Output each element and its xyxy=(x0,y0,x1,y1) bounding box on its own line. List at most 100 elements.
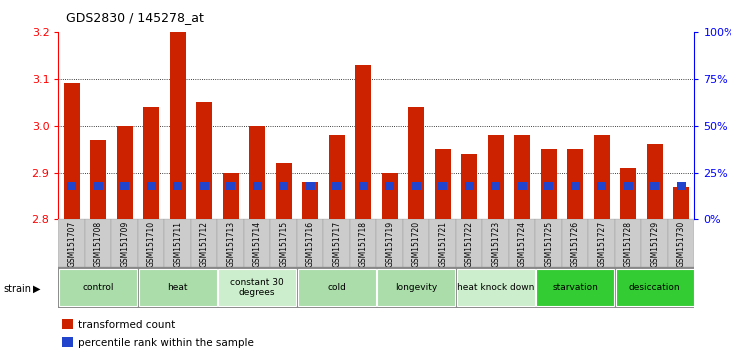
Bar xyxy=(306,182,314,190)
Bar xyxy=(94,182,102,190)
Bar xyxy=(67,182,76,190)
Bar xyxy=(59,269,137,306)
Text: GSM151709: GSM151709 xyxy=(120,221,129,267)
Bar xyxy=(588,219,615,267)
Text: GSM151713: GSM151713 xyxy=(226,221,235,267)
Text: GSM151715: GSM151715 xyxy=(279,221,288,267)
Bar xyxy=(350,219,376,267)
Text: GDS2830 / 145278_at: GDS2830 / 145278_at xyxy=(66,11,204,24)
Bar xyxy=(456,219,482,267)
Bar xyxy=(200,182,208,190)
Bar xyxy=(270,219,297,267)
Text: starvation: starvation xyxy=(552,283,598,292)
Bar xyxy=(385,182,394,190)
Bar xyxy=(435,149,450,219)
Bar xyxy=(616,269,694,306)
Bar xyxy=(191,219,218,267)
Text: GSM151707: GSM151707 xyxy=(67,221,76,267)
Text: GSM151728: GSM151728 xyxy=(624,221,633,267)
Bar xyxy=(537,269,614,306)
Bar xyxy=(535,219,562,267)
Bar xyxy=(412,182,420,190)
Bar xyxy=(253,182,262,190)
Text: GSM151724: GSM151724 xyxy=(518,221,527,267)
Bar xyxy=(465,182,474,190)
Text: GSM151710: GSM151710 xyxy=(147,221,156,267)
Text: GSM151712: GSM151712 xyxy=(200,221,209,267)
Bar xyxy=(244,219,270,267)
Bar xyxy=(403,219,429,267)
Text: GSM151726: GSM151726 xyxy=(571,221,580,267)
Bar xyxy=(173,182,182,190)
Text: percentile rank within the sample: percentile rank within the sample xyxy=(77,338,254,348)
Text: ▶: ▶ xyxy=(33,284,40,293)
Bar xyxy=(641,219,668,267)
Text: GSM151721: GSM151721 xyxy=(438,221,447,267)
Bar xyxy=(329,135,344,219)
Bar xyxy=(297,219,323,267)
Text: GSM151708: GSM151708 xyxy=(94,221,103,267)
Bar xyxy=(571,182,580,190)
Bar xyxy=(509,219,535,267)
Text: GSM151714: GSM151714 xyxy=(253,221,262,267)
Bar xyxy=(668,219,694,267)
Bar xyxy=(138,219,164,267)
Bar xyxy=(461,154,477,219)
Bar xyxy=(482,219,509,267)
Bar xyxy=(58,219,85,267)
Bar xyxy=(333,182,341,190)
Bar xyxy=(677,182,686,190)
Text: GSM151725: GSM151725 xyxy=(544,221,553,267)
Bar xyxy=(545,182,553,190)
Text: GSM151730: GSM151730 xyxy=(677,221,686,267)
Text: heat knock down: heat knock down xyxy=(457,283,534,292)
Text: longevity: longevity xyxy=(395,283,437,292)
Bar xyxy=(61,319,73,329)
Bar xyxy=(61,337,73,347)
Bar xyxy=(597,182,606,190)
Bar xyxy=(562,219,588,267)
Text: heat: heat xyxy=(167,283,188,292)
Bar xyxy=(164,219,191,267)
Bar xyxy=(376,219,403,267)
Bar xyxy=(518,182,526,190)
Bar xyxy=(541,149,557,219)
Bar xyxy=(594,135,610,219)
Bar xyxy=(457,269,534,306)
Bar xyxy=(85,219,111,267)
Text: strain: strain xyxy=(4,284,31,293)
Text: desiccation: desiccation xyxy=(629,283,681,292)
Bar xyxy=(429,219,456,267)
Bar xyxy=(170,32,186,219)
Text: GSM151711: GSM151711 xyxy=(173,221,182,267)
Bar xyxy=(117,126,132,219)
Bar xyxy=(377,269,455,306)
Bar xyxy=(143,107,159,219)
Bar xyxy=(382,173,398,219)
Text: GSM151722: GSM151722 xyxy=(465,221,474,267)
Bar xyxy=(323,219,350,267)
Text: GSM151719: GSM151719 xyxy=(385,221,394,267)
Bar xyxy=(359,182,368,190)
Text: cold: cold xyxy=(327,283,346,292)
Bar xyxy=(64,84,80,219)
Text: control: control xyxy=(83,283,114,292)
Bar xyxy=(624,182,632,190)
Bar xyxy=(439,182,447,190)
Text: GSM151729: GSM151729 xyxy=(650,221,659,267)
Bar xyxy=(111,219,138,267)
Bar xyxy=(302,182,318,219)
Bar xyxy=(615,219,641,267)
Bar xyxy=(279,182,288,190)
Bar xyxy=(196,102,212,219)
Bar xyxy=(491,182,500,190)
Bar xyxy=(673,187,689,219)
Bar xyxy=(227,182,235,190)
Bar xyxy=(121,182,129,190)
Bar xyxy=(408,107,424,219)
Bar xyxy=(139,269,216,306)
Bar xyxy=(217,219,244,267)
Text: GSM151716: GSM151716 xyxy=(306,221,315,267)
Bar xyxy=(567,149,583,219)
Bar xyxy=(355,65,371,219)
